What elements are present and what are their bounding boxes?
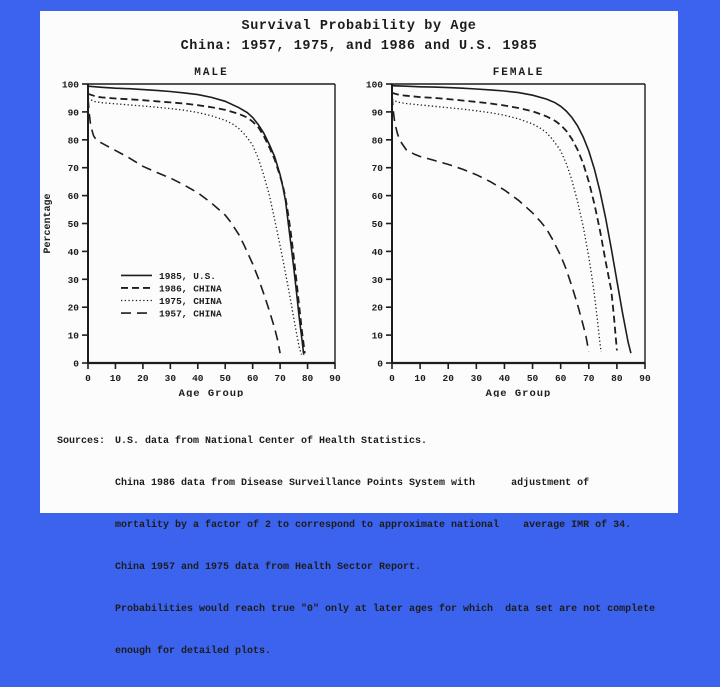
y-axis-label: Percentage xyxy=(43,193,54,253)
y-tick-label: 70 xyxy=(372,163,384,174)
y-tick-label: 50 xyxy=(68,219,80,230)
figure-title-line1: Survival Probability by Age xyxy=(241,19,477,34)
slide-background: { "page": { "background": "#3b63ee", "pa… xyxy=(40,11,678,657)
y-tick-label: 0 xyxy=(73,359,79,370)
sources-line-2: China 1986 data from Disease Surveillanc… xyxy=(115,478,590,489)
series-longdash xyxy=(87,97,281,354)
sources-note: Sources: U.S. data from National Center o… xyxy=(57,407,655,687)
y-tick-label: 40 xyxy=(68,247,80,258)
sources-line-3: mortality by a factor of 2 to correspond… xyxy=(115,520,632,531)
y-tick-label: 40 xyxy=(372,247,384,258)
figure-title-line2: China: 1957, 1975, and 1986 and U.S. 198… xyxy=(180,39,538,54)
series-longdash xyxy=(391,95,590,352)
x-tick-label: 80 xyxy=(611,373,623,384)
x-tick-label: 40 xyxy=(192,373,204,384)
legend-label: 1985, U.S. xyxy=(159,271,216,282)
chart-title: FEMALE xyxy=(493,67,545,79)
sources-line-1: U.S. data from National Center of Health… xyxy=(115,436,428,447)
x-tick-label: 0 xyxy=(85,373,91,384)
x-tick-label: 20 xyxy=(137,373,149,384)
x-tick-label: 10 xyxy=(414,373,426,384)
figure-panel: Survival Probability by Age China: 1957,… xyxy=(40,11,678,657)
y-tick-label: 100 xyxy=(366,80,383,91)
sources-row: Sources: U.S. data from National Center o… xyxy=(57,435,655,449)
series-dashed xyxy=(87,92,306,354)
legend-label: 1957, CHINA xyxy=(159,309,222,320)
x-tick-label: 90 xyxy=(639,373,651,384)
y-tick-label: 60 xyxy=(372,191,384,202)
x-tick-label: 60 xyxy=(555,373,567,384)
x-tick-label: 50 xyxy=(527,373,539,384)
y-tick-label: 60 xyxy=(68,191,80,202)
y-tick-label: 30 xyxy=(68,275,80,286)
female-chart-container: 0 10 20 30 40 50 60 70 80 90 100 0 10 20 30 40 50 60 70 80 9… xyxy=(352,55,678,402)
x-tick-label: 50 xyxy=(220,373,232,384)
sources-label: Sources: xyxy=(57,436,106,447)
legend-label: 1986, CHINA xyxy=(159,283,222,294)
legend-label: 1975, CHINA xyxy=(159,296,222,307)
y-tick-label: 20 xyxy=(372,303,384,314)
series-solid xyxy=(391,84,632,354)
x-tick-label: 30 xyxy=(165,373,177,384)
male-chart-container: 0 10 20 30 40 50 60 70 80 90 100 0 10 20 30 40 50 60 70 80 9… xyxy=(40,55,346,402)
series-dashed xyxy=(391,92,618,351)
sources-line-5: Probabilities would reach true "0" only … xyxy=(115,604,656,615)
series-solid xyxy=(87,85,305,355)
x-tick-label: 90 xyxy=(329,373,341,384)
sources-line-6: enough for detailed plots. xyxy=(115,646,272,657)
x-tick-label: 70 xyxy=(583,373,595,384)
x-tick-label: 30 xyxy=(471,373,483,384)
y-tick-label: 90 xyxy=(68,107,80,118)
x-axis-label: Age Group xyxy=(486,388,552,397)
x-tick-label: 40 xyxy=(499,373,511,384)
female-survival-chart: 0 10 20 30 40 50 60 70 80 90 100 0 10 20 30 40 50 60 70 80 9… xyxy=(366,67,651,400)
y-tick-label: 70 xyxy=(68,163,80,174)
y-tick-label: 0 xyxy=(377,359,383,370)
figure-title: Survival Probability by Age China: 1957,… xyxy=(40,17,678,57)
x-tick-label: 70 xyxy=(274,373,286,384)
sources-line-4: China 1957 and 1975 data from Health Sec… xyxy=(115,562,422,573)
y-tick-label: 20 xyxy=(68,303,80,314)
x-tick-label: 10 xyxy=(110,373,122,384)
x-tick-label: 20 xyxy=(443,373,455,384)
series-dotted xyxy=(391,98,602,352)
y-tick-label: 100 xyxy=(62,80,79,91)
y-tick-label: 30 xyxy=(372,275,384,286)
y-tick-label: 50 xyxy=(372,219,384,230)
x-axis-label: Age Group xyxy=(179,388,245,397)
x-tick-label: 0 xyxy=(389,373,395,384)
y-tick-label: 10 xyxy=(68,331,80,342)
y-tick-label: 80 xyxy=(372,135,384,146)
y-tick-label: 80 xyxy=(68,135,80,146)
y-tick-label: 90 xyxy=(372,107,384,118)
x-tick-label: 60 xyxy=(247,373,259,384)
male-survival-chart: 0 10 20 30 40 50 60 70 80 90 100 0 10 20 30 40 50 60 70 80 9… xyxy=(43,67,341,400)
y-tick-label: 10 xyxy=(372,331,384,342)
chart-title: MALE xyxy=(194,67,228,79)
x-tick-label: 80 xyxy=(302,373,314,384)
